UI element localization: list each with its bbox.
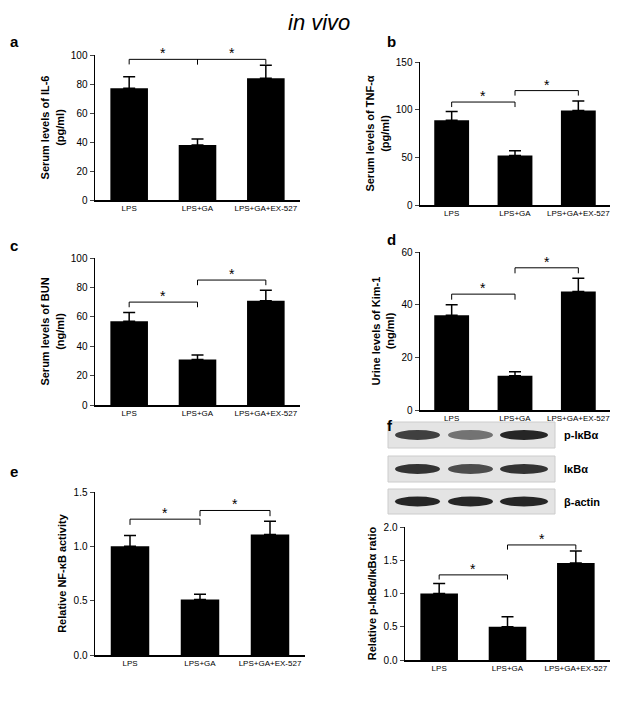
svg-text:d: d [387,231,396,248]
svg-text:LPS+GA: LPS+GA [184,659,216,668]
svg-text:100: 100 [71,50,88,61]
svg-text:0: 0 [407,405,413,416]
svg-text:0.5: 0.5 [74,595,88,606]
svg-text:20: 20 [76,370,88,381]
svg-text:0.0: 0.0 [74,650,88,661]
svg-text:p-IκBα: p-IκBα [564,429,599,441]
svg-text:*: * [480,280,486,296]
svg-text:*: * [470,561,476,577]
svg-text:0: 0 [82,195,88,206]
svg-text:*: * [229,266,235,282]
svg-text:IκBα: IκBα [564,463,588,475]
svg-text:0.0: 0.0 [384,655,398,666]
svg-text:LPS+GA: LPS+GA [499,414,531,423]
svg-text:1.0: 1.0 [384,588,398,599]
svg-text:60: 60 [76,108,88,119]
svg-text:LPS: LPS [444,414,459,423]
svg-text:20: 20 [401,352,413,363]
svg-text:100: 100 [71,253,88,264]
svg-text:LPS+GA+EX-527: LPS+GA+EX-527 [239,659,302,668]
svg-text:100: 100 [396,104,413,115]
svg-text:0: 0 [82,400,88,411]
svg-text:*: * [544,254,550,270]
svg-text:b: b [387,33,396,50]
svg-text:0: 0 [407,200,413,211]
svg-text:Serum levels of TNF-α(pg/ml): Serum levels of TNF-α(pg/ml) [364,75,390,191]
svg-text:Relative NF-κB activity: Relative NF-κB activity [56,513,68,632]
svg-text:1.5: 1.5 [74,487,88,498]
svg-text:LPS+GA+EX-527: LPS+GA+EX-527 [547,209,610,218]
svg-text:LPS: LPS [432,664,447,673]
svg-text:40: 40 [76,137,88,148]
svg-text:LPS: LPS [122,204,137,213]
svg-text:e: e [10,463,18,480]
svg-text:LPS+GA: LPS+GA [499,209,531,218]
svg-text:LPS+GA+EX-527: LPS+GA+EX-527 [234,204,297,213]
svg-text:LPS+GA: LPS+GA [182,204,214,213]
svg-text:*: * [480,88,486,104]
svg-text:in vivo: in vivo [288,10,350,35]
svg-text:β-actin: β-actin [564,496,600,508]
svg-text:LPS: LPS [122,659,137,668]
svg-text:a: a [10,33,19,50]
svg-text:Relative p-IκBα/IκBα ratio: Relative p-IκBα/IκBα ratio [366,527,378,661]
svg-text:80: 80 [76,282,88,293]
svg-text:1.0: 1.0 [74,541,88,552]
svg-text:f: f [387,417,393,434]
svg-text:2.0: 2.0 [384,522,398,533]
svg-text:20: 20 [76,166,88,177]
svg-text:LPS+GA+EX-527: LPS+GA+EX-527 [547,414,610,423]
svg-text:50: 50 [401,152,413,163]
svg-text:*: * [160,288,166,304]
svg-text:Serum levels of BUN(ng/ml): Serum levels of BUN(ng/ml) [39,277,65,385]
svg-text:LPS+GA+EX-527: LPS+GA+EX-527 [544,664,607,673]
svg-text:150: 150 [396,57,413,68]
svg-text:Serum levels of IL-6(pg/ml): Serum levels of IL-6(pg/ml) [39,76,65,180]
svg-text:*: * [160,45,166,61]
svg-text:LPS: LPS [444,209,459,218]
svg-text:60: 60 [401,247,413,258]
svg-text:LPS+GA+EX-527: LPS+GA+EX-527 [234,409,297,418]
svg-text:40: 40 [401,299,413,310]
svg-text:*: * [544,77,550,93]
svg-text:*: * [539,531,545,547]
svg-text:LPS: LPS [122,409,137,418]
svg-text:80: 80 [76,79,88,90]
svg-text:*: * [232,496,238,512]
svg-text:0.5: 0.5 [384,621,398,632]
svg-text:Urine levels of Kim-1(ng/ml): Urine levels of Kim-1(ng/ml) [370,277,396,386]
svg-text:LPS+GA: LPS+GA [492,664,524,673]
svg-text:*: * [162,505,168,521]
svg-text:40: 40 [76,341,88,352]
svg-text:1.5: 1.5 [384,555,398,566]
svg-text:60: 60 [76,311,88,322]
svg-text:*: * [229,45,235,61]
svg-text:c: c [10,237,18,254]
svg-text:LPS+GA: LPS+GA [182,409,214,418]
